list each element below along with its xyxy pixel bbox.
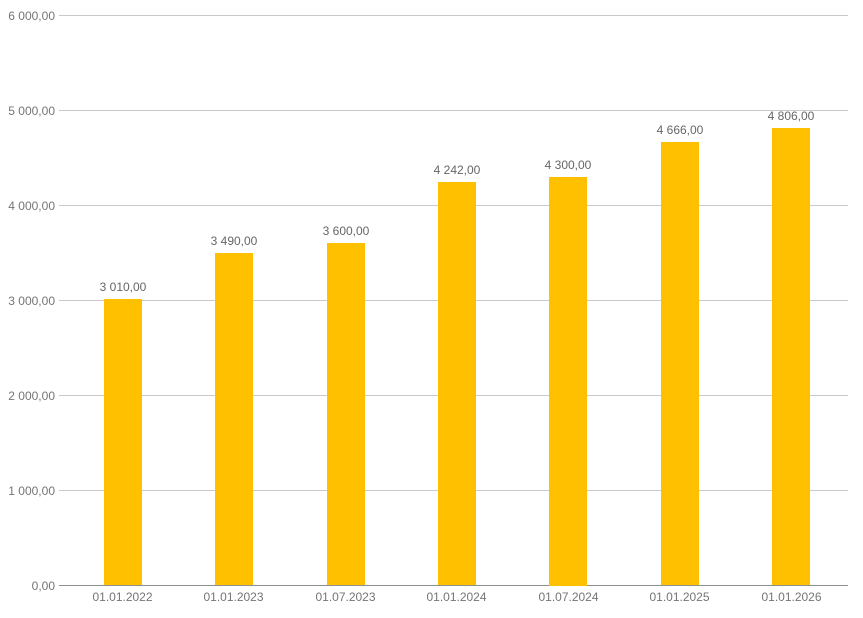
x-axis-label: 01.01.2025 — [649, 590, 710, 604]
x-axis-label: 01.01.2024 — [426, 590, 487, 604]
y-axis-tick-label: 3 000,00 — [8, 294, 55, 308]
bar — [772, 128, 810, 585]
bar-value-label: 3 490,00 — [210, 234, 258, 248]
bar-value-label: 3 600,00 — [322, 224, 370, 238]
y-axis-tick-label: 1 000,00 — [8, 484, 55, 498]
bar-value-label: 3 010,00 — [99, 280, 147, 294]
gridline — [59, 110, 848, 111]
bar-value-label: 4 806,00 — [767, 109, 815, 123]
bar-value-label: 4 242,00 — [433, 163, 481, 177]
y-axis-tick-label: 2 000,00 — [8, 389, 55, 403]
y-axis-tick-label: 4 000,00 — [8, 199, 55, 213]
x-axis-baseline — [59, 585, 848, 586]
x-axis-label: 01.01.2023 — [203, 590, 264, 604]
y-axis-tick-label: 0,00 — [31, 579, 55, 593]
y-axis-tick-label: 6 000,00 — [8, 9, 55, 23]
bar-value-label: 4 300,00 — [544, 158, 592, 172]
y-axis-tick-label: 5 000,00 — [8, 104, 55, 118]
x-axis-label: 01.01.2026 — [761, 590, 822, 604]
x-axis-label: 01.07.2023 — [315, 590, 376, 604]
gridline — [59, 15, 848, 16]
bar — [661, 142, 699, 585]
bar — [438, 182, 476, 585]
bar — [104, 299, 142, 585]
x-axis-label: 01.07.2024 — [538, 590, 599, 604]
bar — [549, 177, 587, 586]
bar — [215, 253, 253, 585]
bar — [327, 243, 365, 585]
bar-value-label: 4 666,00 — [656, 123, 704, 137]
x-axis-label: 01.01.2022 — [92, 590, 153, 604]
